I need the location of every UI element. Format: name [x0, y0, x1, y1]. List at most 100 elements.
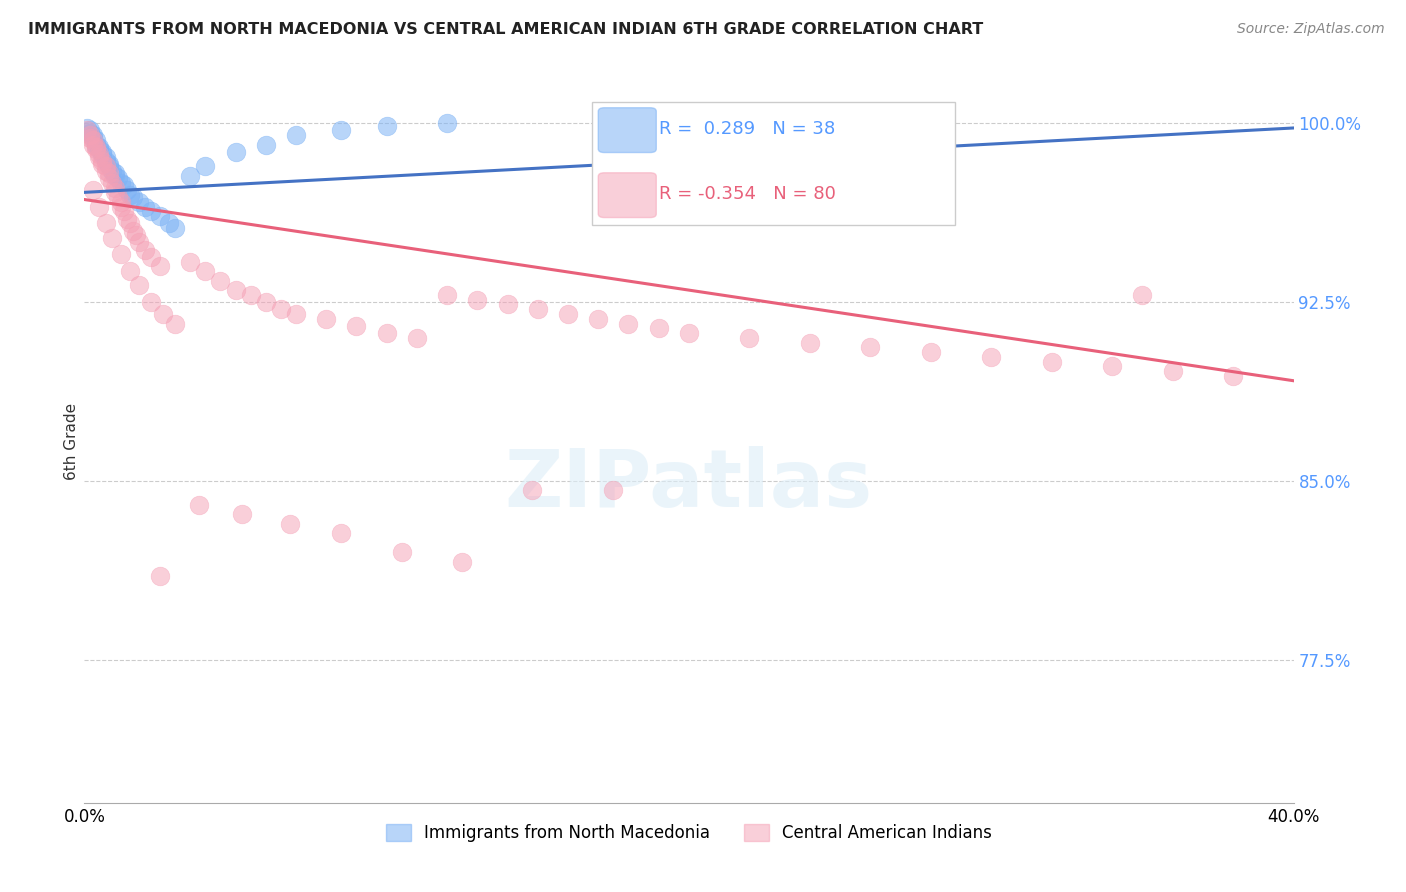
Point — [134, 243, 156, 257]
Point — [118, 264, 141, 278]
Point — [165, 221, 187, 235]
Point — [149, 569, 172, 583]
Point — [121, 223, 143, 237]
Point — [128, 278, 150, 293]
Point — [89, 147, 111, 161]
Point — [254, 137, 277, 152]
Point — [97, 166, 120, 180]
Y-axis label: 6th Grade: 6th Grade — [63, 403, 79, 480]
Point — [1040, 354, 1063, 368]
Point — [89, 143, 111, 157]
Point — [100, 230, 122, 244]
Point — [94, 159, 117, 173]
Point — [121, 190, 143, 204]
Point — [110, 176, 132, 190]
Point — [79, 130, 101, 145]
Point — [139, 204, 162, 219]
Point — [920, 345, 942, 359]
Point — [79, 126, 101, 140]
Point — [225, 283, 247, 297]
Point — [436, 116, 458, 130]
Point — [104, 169, 127, 183]
Point — [165, 317, 187, 331]
Point — [110, 247, 132, 261]
Point — [270, 302, 292, 317]
Point — [107, 171, 129, 186]
Point — [209, 274, 232, 288]
Point — [86, 137, 108, 152]
Point — [128, 194, 150, 209]
Point — [76, 120, 98, 135]
Point — [278, 516, 301, 531]
Point — [89, 200, 111, 214]
Point — [179, 254, 201, 268]
Point — [104, 180, 127, 194]
Point — [375, 326, 398, 340]
Point — [678, 326, 700, 340]
FancyBboxPatch shape — [599, 173, 657, 218]
Point — [89, 140, 111, 154]
Point — [557, 307, 579, 321]
Point — [648, 321, 671, 335]
Point — [254, 295, 277, 310]
Point — [82, 128, 104, 142]
Point — [118, 187, 141, 202]
Point — [451, 555, 474, 569]
Point — [104, 186, 127, 200]
Point — [859, 340, 882, 354]
Point — [100, 164, 122, 178]
Point — [86, 143, 108, 157]
Point — [239, 288, 262, 302]
FancyBboxPatch shape — [592, 102, 955, 225]
Point — [82, 133, 104, 147]
Point — [194, 264, 217, 278]
Text: IMMIGRANTS FROM NORTH MACEDONIA VS CENTRAL AMERICAN INDIAN 6TH GRADE CORRELATION: IMMIGRANTS FROM NORTH MACEDONIA VS CENTR… — [28, 22, 983, 37]
Point — [231, 508, 253, 522]
Point — [799, 335, 821, 350]
Point — [496, 297, 519, 311]
Point — [100, 176, 122, 190]
Point — [194, 159, 217, 173]
Point — [91, 157, 114, 171]
Point — [79, 123, 101, 137]
Point — [76, 123, 98, 137]
Point — [436, 288, 458, 302]
Point — [188, 498, 211, 512]
Point — [588, 311, 610, 326]
Point — [91, 147, 114, 161]
Point — [149, 260, 172, 274]
Point — [125, 228, 148, 243]
Point — [179, 169, 201, 183]
Point — [91, 154, 114, 169]
Point — [134, 200, 156, 214]
Point — [139, 250, 162, 264]
Legend: Immigrants from North Macedonia, Central American Indians: Immigrants from North Macedonia, Central… — [380, 817, 998, 848]
Point — [112, 204, 135, 219]
Point — [527, 302, 550, 317]
Point — [139, 295, 162, 310]
Point — [315, 311, 337, 326]
Point — [128, 235, 150, 250]
Point — [112, 178, 135, 193]
Point — [391, 545, 413, 559]
Text: Source: ZipAtlas.com: Source: ZipAtlas.com — [1237, 22, 1385, 37]
Point — [617, 317, 640, 331]
Point — [225, 145, 247, 159]
Point — [375, 119, 398, 133]
Point — [104, 166, 127, 180]
Point — [980, 350, 1002, 364]
Point — [91, 145, 114, 159]
Point — [152, 307, 174, 321]
Text: ZIPatlas: ZIPatlas — [505, 446, 873, 524]
Point — [86, 133, 108, 147]
Text: R =  0.289   N = 38: R = 0.289 N = 38 — [659, 120, 835, 138]
Text: R = -0.354   N = 80: R = -0.354 N = 80 — [659, 186, 835, 203]
Point — [1161, 364, 1184, 378]
Point — [94, 164, 117, 178]
Point — [1222, 368, 1244, 383]
Point — [285, 307, 308, 321]
FancyBboxPatch shape — [599, 108, 657, 153]
Point — [149, 209, 172, 223]
Point — [330, 526, 353, 541]
Point — [94, 154, 117, 169]
